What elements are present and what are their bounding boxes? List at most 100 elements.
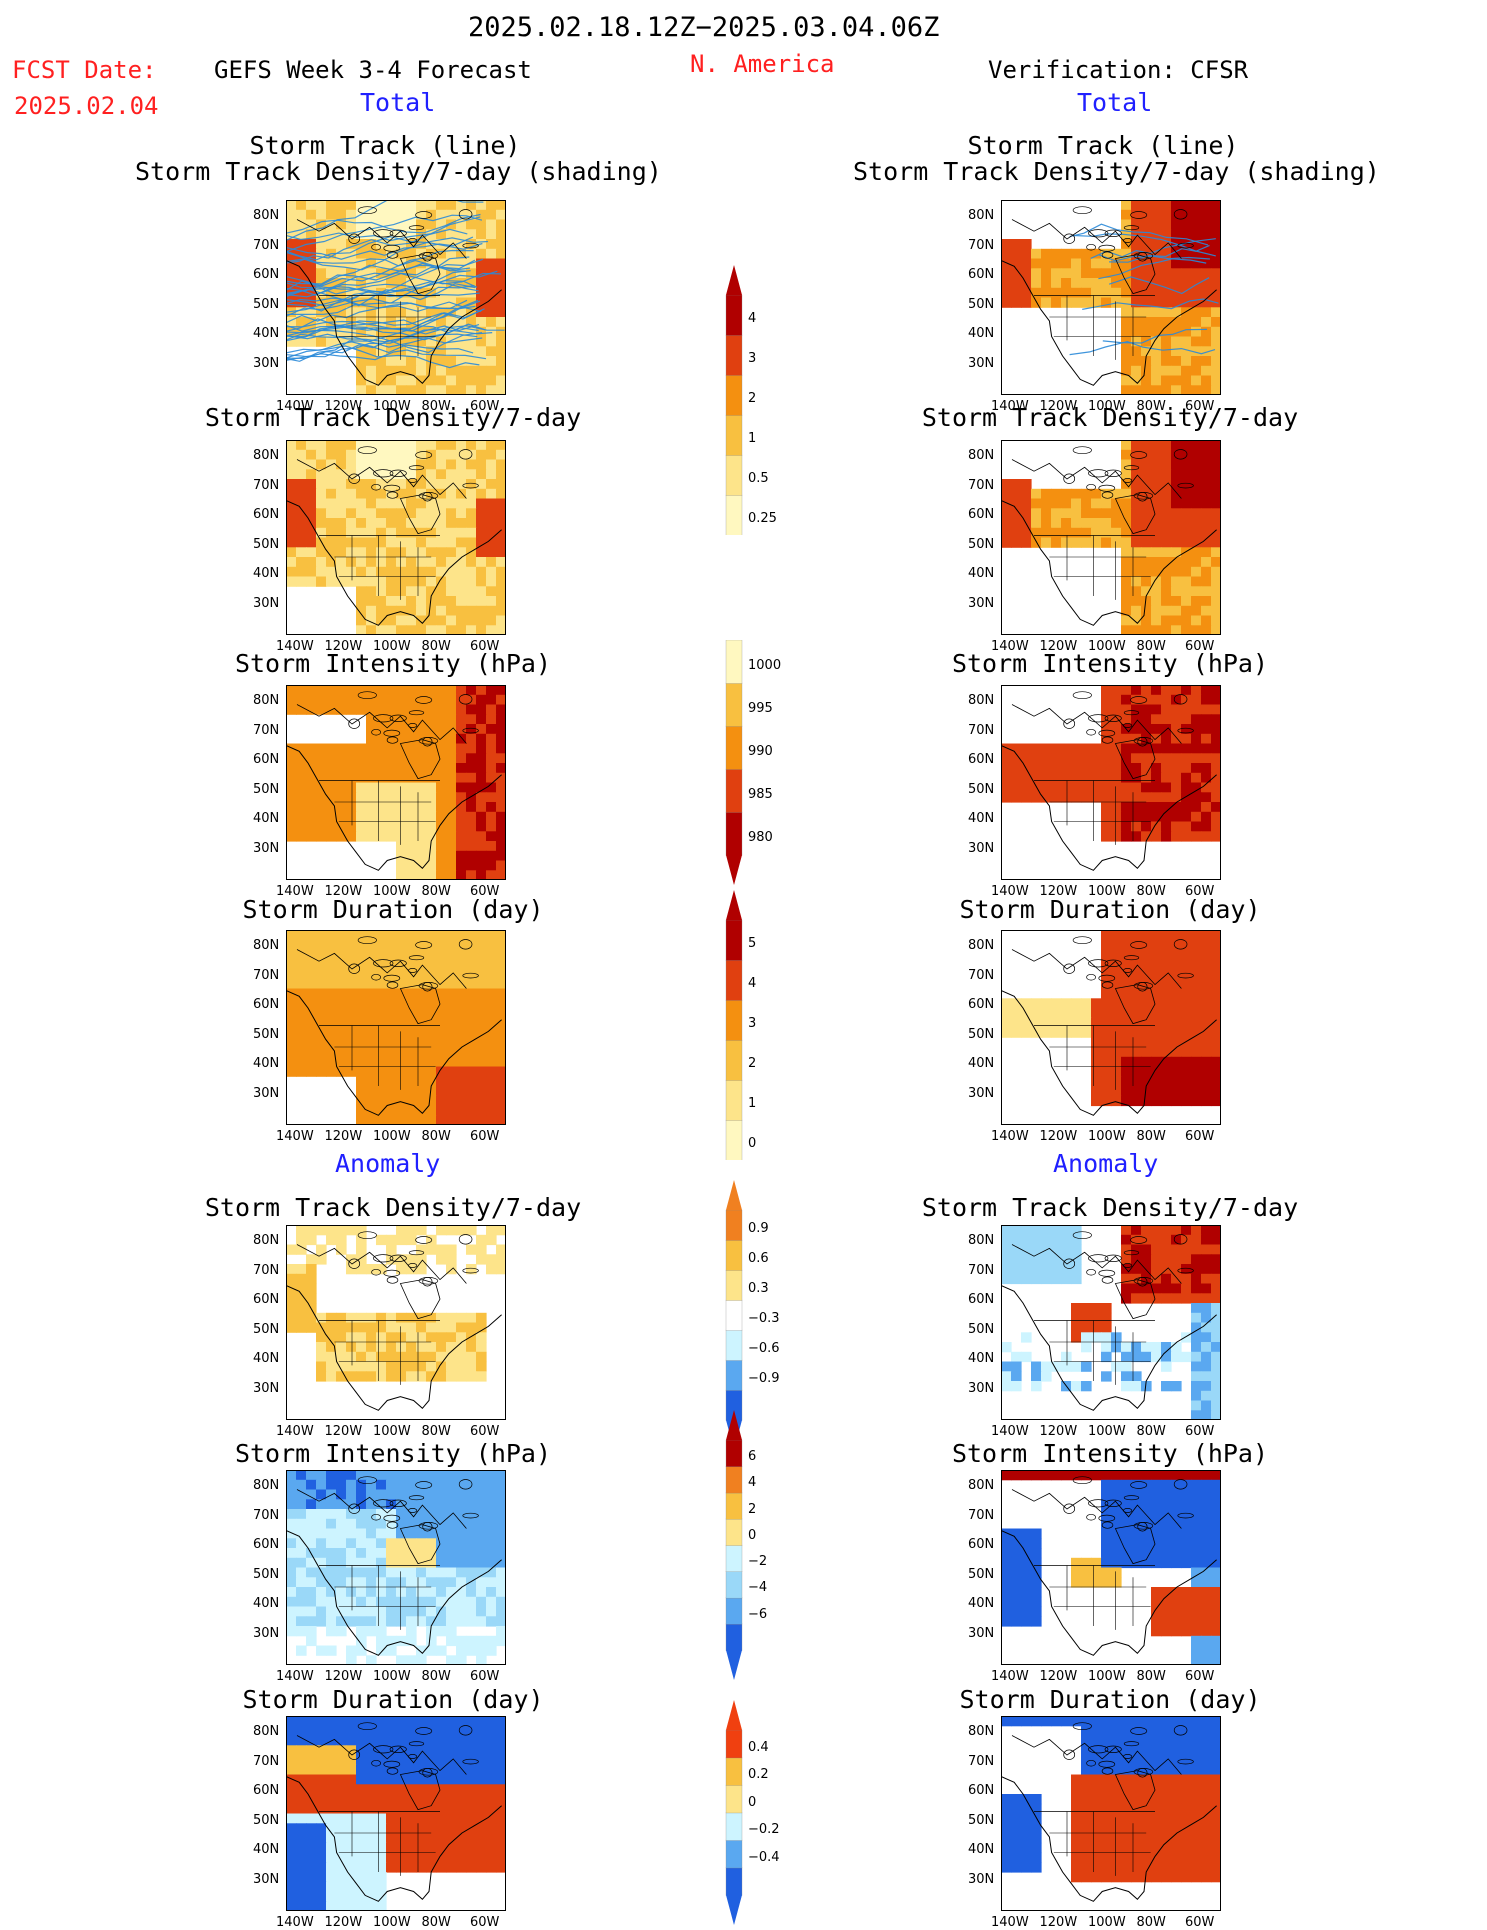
- colorbar-tick-label: −4: [748, 1580, 767, 1595]
- lon-tick-label: 140W: [991, 639, 1029, 654]
- lat-tick-label: 60N: [253, 752, 279, 767]
- lat-tick-label: 30N: [968, 596, 994, 611]
- map-panel-density-forecast: [286, 440, 506, 635]
- lat-tick-label: 80N: [968, 448, 994, 463]
- lat-tick-label: 80N: [968, 693, 994, 708]
- fcst-date-value: 2025.02.04: [14, 94, 159, 118]
- map-panel-intensity-forecast: [286, 685, 506, 880]
- lon-tick-label: 80W: [1137, 884, 1166, 899]
- lat-tick-label: 30N: [253, 356, 279, 371]
- lon-tick-label: 100W: [1088, 1669, 1126, 1684]
- fcst-date-label: FCST Date:: [12, 58, 157, 82]
- lat-tick-label: 40N: [253, 811, 279, 826]
- lat-tick-label: 40N: [253, 1056, 279, 1071]
- lat-tick-label: 70N: [253, 478, 279, 493]
- lon-tick-label: 120W: [1040, 639, 1078, 654]
- map-svg: [286, 685, 506, 880]
- map-panel-density-verification: [1001, 440, 1221, 635]
- lon-tick-label: 100W: [1088, 399, 1126, 414]
- lon-tick-label: 140W: [991, 1669, 1029, 1684]
- lon-tick-label: 120W: [325, 1424, 363, 1439]
- lat-tick-label: 70N: [253, 723, 279, 738]
- lon-tick-label: 140W: [991, 884, 1029, 899]
- lon-tick-label: 80W: [422, 1424, 451, 1439]
- title-track-line-left: Storm Track (line): [135, 133, 635, 158]
- map-panel-duration-forecast: [286, 930, 506, 1125]
- lon-tick-label: 120W: [325, 1129, 363, 1144]
- title-track-shading-right: Storm Track Density/7-day (shading): [853, 159, 1353, 184]
- title-intensity-anom-left: Storm Intensity (hPa): [143, 1441, 643, 1466]
- lat-tick-label: 70N: [968, 968, 994, 983]
- title-track-line-right: Storm Track (line): [853, 133, 1353, 158]
- map-svg: [286, 930, 506, 1125]
- lon-tick-label: 60W: [1185, 1669, 1214, 1684]
- lat-tick-label: 80N: [253, 208, 279, 223]
- lat-tick-label: 70N: [253, 1263, 279, 1278]
- lon-tick-label: 120W: [1040, 1129, 1078, 1144]
- lat-tick-label: 60N: [253, 1537, 279, 1552]
- lat-tick-label: 60N: [968, 1783, 994, 1798]
- lat-tick-label: 50N: [253, 1322, 279, 1337]
- lat-tick-label: 80N: [253, 448, 279, 463]
- lat-tick-label: 40N: [253, 1351, 279, 1366]
- map-panel-uanom-verification: [1001, 1716, 1221, 1911]
- map-svg: [1001, 685, 1221, 880]
- lon-tick-label: 100W: [1088, 1129, 1126, 1144]
- lat-tick-label: 60N: [253, 997, 279, 1012]
- lat-tick-label: 40N: [968, 1351, 994, 1366]
- colorbar-tick-label: 995: [748, 701, 773, 716]
- lat-tick-label: 70N: [968, 1263, 994, 1278]
- colorbar-tick-label: 0: [748, 1795, 756, 1810]
- lon-tick-label: 140W: [991, 1915, 1029, 1930]
- lat-tick-label: 80N: [253, 938, 279, 953]
- colorbar-tick-label: 990: [748, 744, 773, 759]
- lon-tick-label: 100W: [1088, 1424, 1126, 1439]
- colorbar-tick-label: −0.6: [748, 1341, 780, 1356]
- lon-tick-label: 120W: [325, 884, 363, 899]
- lat-tick-label: 80N: [968, 1233, 994, 1248]
- lat-tick-label: 80N: [253, 1233, 279, 1248]
- lat-tick-label: 50N: [968, 537, 994, 552]
- lat-tick-label: 30N: [253, 596, 279, 611]
- lat-tick-label: 70N: [253, 238, 279, 253]
- lat-tick-label: 60N: [968, 1292, 994, 1307]
- lat-tick-label: 60N: [968, 507, 994, 522]
- lat-tick-label: 50N: [968, 1567, 994, 1582]
- lat-tick-label: 80N: [253, 1478, 279, 1493]
- lon-tick-label: 120W: [325, 1915, 363, 1930]
- lat-tick-label: 60N: [968, 997, 994, 1012]
- lon-tick-label: 140W: [276, 1424, 314, 1439]
- lon-tick-label: 140W: [276, 884, 314, 899]
- lon-tick-label: 80W: [1137, 1915, 1166, 1930]
- lat-tick-label: 30N: [253, 1381, 279, 1396]
- colorbar-tick-label: 6: [748, 1449, 756, 1464]
- lat-tick-label: 70N: [253, 1754, 279, 1769]
- title-duration-anom-left: Storm Duration (day): [143, 1687, 643, 1712]
- colorbar-tick-label: 0.3: [748, 1281, 769, 1296]
- lon-tick-label: 80W: [1137, 1669, 1166, 1684]
- lat-tick-label: 30N: [253, 1872, 279, 1887]
- lat-tick-label: 50N: [253, 782, 279, 797]
- lon-tick-label: 60W: [1185, 639, 1214, 654]
- lon-tick-label: 60W: [470, 1915, 499, 1930]
- lon-tick-label: 120W: [1040, 1915, 1078, 1930]
- lat-tick-label: 70N: [968, 723, 994, 738]
- lon-tick-label: 120W: [1040, 1669, 1078, 1684]
- lon-tick-label: 80W: [422, 1915, 451, 1930]
- total-label-right: Total: [1077, 90, 1152, 115]
- title-intensity-right: Storm Intensity (hPa): [860, 651, 1360, 676]
- total-label-left: Total: [360, 90, 435, 115]
- lat-tick-label: 40N: [968, 811, 994, 826]
- title-density-anom-left: Storm Track Density/7-day: [143, 1195, 643, 1220]
- map-svg: [286, 1716, 506, 1911]
- title-intensity-anom-right: Storm Intensity (hPa): [860, 1441, 1360, 1466]
- verification-title: Verification: CFSR: [988, 58, 1248, 82]
- colorbar-tick-label: −2: [748, 1554, 767, 1569]
- title-track-shading-left: Storm Track Density/7-day (shading): [135, 159, 635, 184]
- lon-tick-label: 100W: [373, 1669, 411, 1684]
- colorbar-tick-label: −0.9: [748, 1371, 780, 1386]
- lon-tick-label: 80W: [422, 884, 451, 899]
- lat-tick-label: 40N: [968, 566, 994, 581]
- colorbar-tick-label: −0.3: [748, 1311, 780, 1326]
- lat-tick-label: 70N: [968, 478, 994, 493]
